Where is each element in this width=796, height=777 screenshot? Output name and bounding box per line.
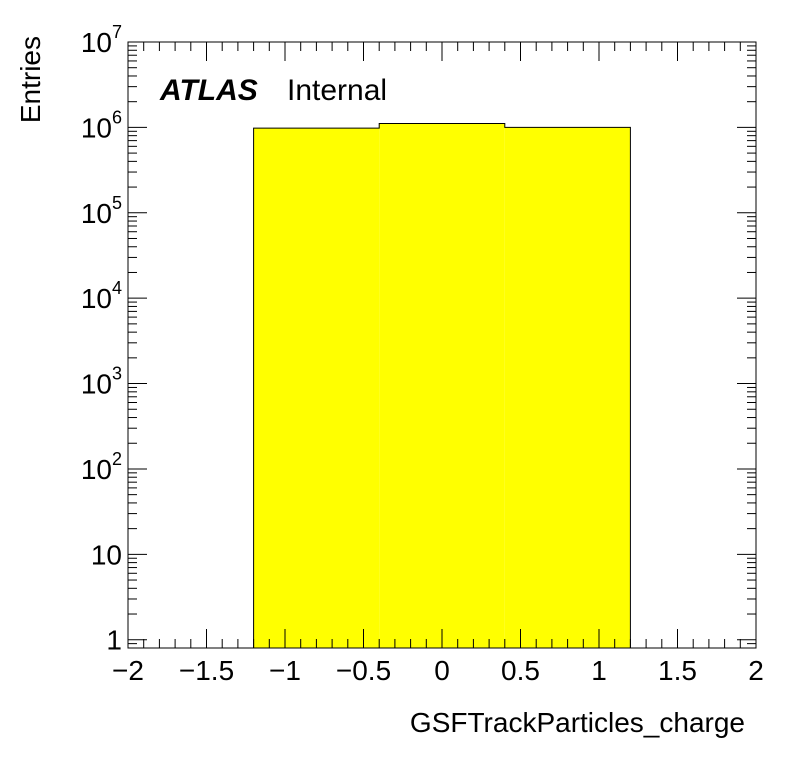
internal-label: Internal [287, 74, 387, 107]
histogram-bar [379, 123, 505, 649]
x-tick-label: −1.5 [179, 655, 234, 686]
x-tick-label: 1.5 [658, 655, 697, 686]
y-tick-labels: 1 10 102 103 104 105 106 107 [81, 22, 122, 656]
y-tick-label: 106 [81, 107, 122, 143]
histogram-bar [504, 127, 631, 648]
y-tick-label: 107 [81, 22, 122, 58]
bars-layer [253, 123, 631, 649]
atlas-label: ATLAS [159, 74, 258, 107]
x-tick-label: 0 [434, 655, 450, 686]
histogram-bar [253, 128, 380, 648]
y-tick-label: 105 [81, 193, 122, 229]
x-tick-label: −0.5 [336, 655, 391, 686]
y-tick-label: 10 [91, 539, 122, 570]
histogram-outline [253, 123, 631, 648]
y-tick-label: 102 [81, 449, 122, 485]
y-tick-label: 104 [81, 278, 122, 314]
y-tick-label: 1 [106, 625, 122, 656]
x-tick-label: 0.5 [501, 655, 540, 686]
plot-frame [127, 41, 757, 649]
x-axis-title: GSFTrackParticles_charge [410, 707, 745, 738]
ticks-layer [127, 41, 757, 648]
x-tick-label: −1 [269, 655, 301, 686]
x-tick-label: −2 [112, 655, 144, 686]
y-tick-label: 103 [81, 364, 122, 400]
x-tick-labels: −2 −1.5 −1 −0.5 0 0.5 1 1.5 2 [112, 655, 764, 686]
x-tick-label: 2 [748, 655, 764, 686]
x-tick-label: 1 [591, 655, 607, 686]
y-axis-title: Entries [15, 36, 46, 123]
